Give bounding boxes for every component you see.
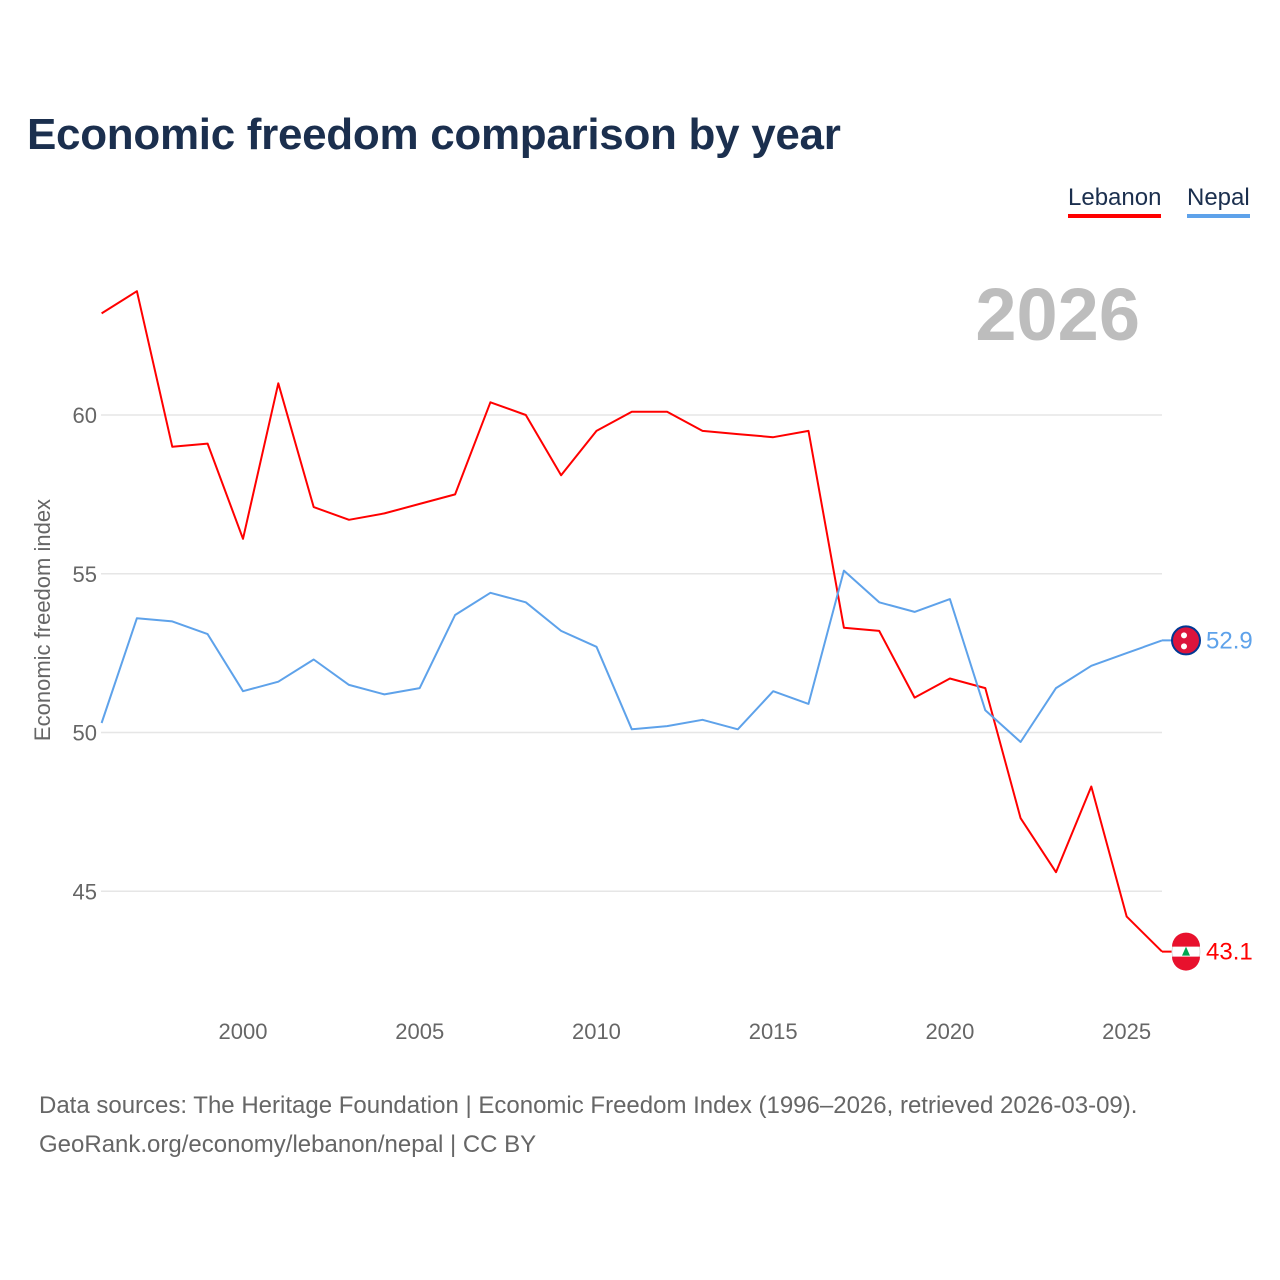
sun-icon	[1181, 643, 1187, 650]
x-tick-label: 2025	[1102, 1019, 1151, 1044]
y-tick-label: 60	[73, 403, 97, 428]
x-tick-label: 2000	[219, 1019, 268, 1044]
series-line-nepal	[100, 569, 1163, 743]
x-tick-label: 2020	[925, 1019, 974, 1044]
y-axis-label: Economic freedom index	[30, 499, 55, 741]
legend-item-nepal[interactable]: Nepal	[1187, 184, 1250, 218]
flag-icon-lebanon	[1171, 932, 1201, 971]
flag-circle	[1171, 625, 1201, 656]
y-tick-label: 45	[73, 879, 97, 904]
cedar-icon	[1182, 946, 1190, 956]
flag-icon-nepal	[1171, 625, 1201, 656]
year-overlay: 2026	[975, 273, 1140, 356]
footer-sources: Data sources: The Heritage Foundation | …	[39, 1092, 1138, 1119]
y-tick-label: 50	[73, 721, 97, 746]
y-tick-label: 55	[73, 562, 97, 587]
end-value-label-lebanon: 43.1	[1206, 939, 1253, 966]
x-tick-label: 2010	[572, 1019, 621, 1044]
chart-title: Economic freedom comparison by year	[27, 110, 841, 159]
x-tick-label: 2015	[749, 1019, 798, 1044]
footer: Data sources: The Heritage Foundation | …	[39, 1086, 1137, 1164]
end-value-label-nepal: 52.9	[1206, 627, 1253, 654]
flag-stripe	[1172, 956, 1200, 971]
footer-link[interactable]: GeoRank.org/economy/lebanon/nepal | CC B…	[39, 1131, 537, 1158]
legend-item-lebanon[interactable]: Lebanon	[1068, 184, 1162, 218]
flag-stripe	[1172, 932, 1200, 947]
moon-icon	[1181, 632, 1187, 639]
x-tick-label: 2005	[395, 1019, 444, 1044]
series-line-lebanon	[101, 290, 1163, 953]
